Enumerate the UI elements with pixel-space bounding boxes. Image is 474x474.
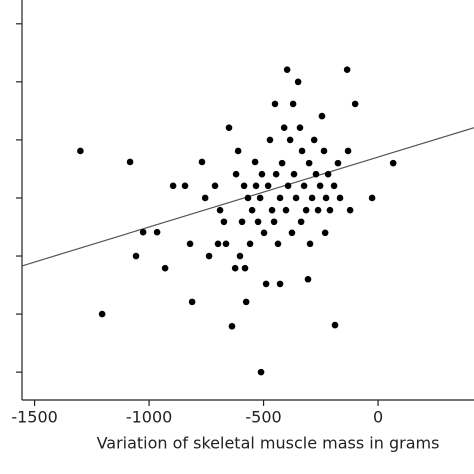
point xyxy=(280,124,288,132)
point xyxy=(244,194,252,202)
point xyxy=(240,182,248,190)
point xyxy=(188,298,196,306)
point xyxy=(234,147,242,155)
point xyxy=(274,240,282,248)
point xyxy=(161,264,169,272)
point xyxy=(126,158,134,166)
point xyxy=(298,147,306,155)
point xyxy=(282,206,290,214)
point xyxy=(248,206,256,214)
point xyxy=(283,66,291,73)
point xyxy=(294,78,302,86)
point xyxy=(284,182,292,190)
point xyxy=(228,322,236,330)
point xyxy=(205,252,213,260)
point xyxy=(241,264,249,272)
point xyxy=(296,124,304,132)
point xyxy=(231,264,239,272)
point xyxy=(257,368,265,376)
x-tick-label: -1000 xyxy=(126,408,173,427)
point xyxy=(316,182,324,190)
point xyxy=(305,159,313,167)
point xyxy=(268,206,276,214)
point xyxy=(266,136,274,144)
point xyxy=(304,275,312,283)
point xyxy=(318,112,326,120)
point xyxy=(331,321,339,329)
point xyxy=(314,206,322,214)
point xyxy=(254,218,262,226)
point xyxy=(289,100,297,108)
point xyxy=(330,182,338,190)
point xyxy=(236,252,244,260)
point xyxy=(242,298,250,306)
point xyxy=(270,218,278,226)
point xyxy=(98,310,106,318)
point xyxy=(251,158,259,166)
point xyxy=(344,147,352,155)
point xyxy=(271,100,279,108)
point xyxy=(169,182,177,190)
point xyxy=(346,206,354,214)
point xyxy=(290,170,298,178)
point xyxy=(278,159,286,167)
point xyxy=(238,218,246,226)
point xyxy=(186,240,194,248)
point xyxy=(260,229,268,237)
point xyxy=(262,280,270,288)
point xyxy=(343,66,351,73)
point xyxy=(351,100,359,108)
point xyxy=(334,159,342,167)
point xyxy=(310,136,318,144)
point xyxy=(198,158,206,166)
point xyxy=(77,147,84,155)
point xyxy=(306,240,314,248)
point xyxy=(326,206,334,214)
point xyxy=(225,124,233,132)
point xyxy=(211,182,219,190)
point xyxy=(286,136,294,144)
point xyxy=(132,252,140,260)
point xyxy=(222,240,230,248)
point xyxy=(214,240,222,248)
point xyxy=(336,194,344,202)
point xyxy=(201,194,209,202)
point xyxy=(252,182,260,190)
point xyxy=(181,182,189,190)
point xyxy=(246,240,254,248)
point xyxy=(276,194,284,202)
point xyxy=(264,182,272,190)
point xyxy=(368,194,376,202)
point xyxy=(308,194,316,202)
point xyxy=(320,147,328,155)
x-tick-label: -1500 xyxy=(11,408,58,427)
point xyxy=(220,218,228,226)
x-tick-label: 0 xyxy=(373,408,383,427)
point xyxy=(153,228,161,236)
point xyxy=(216,206,224,214)
point xyxy=(322,194,330,202)
point xyxy=(272,170,280,178)
point xyxy=(297,218,305,226)
point xyxy=(256,194,264,202)
point xyxy=(324,170,332,178)
point xyxy=(288,229,296,237)
point xyxy=(321,229,329,237)
point xyxy=(389,159,397,167)
point xyxy=(312,170,320,178)
point xyxy=(276,280,284,288)
x-tick-label: -500 xyxy=(245,408,281,427)
point xyxy=(292,194,300,202)
point xyxy=(258,170,266,178)
point xyxy=(302,206,310,214)
x-axis-label: Variation of skeletal muscle mass in gra… xyxy=(97,434,440,453)
point xyxy=(232,170,240,178)
point xyxy=(139,228,147,236)
point xyxy=(300,182,308,190)
